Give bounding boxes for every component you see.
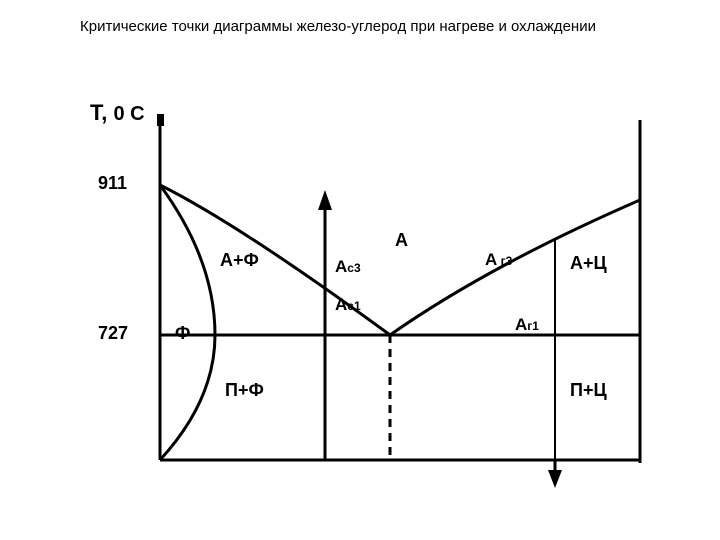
region-p-plus-f: П+Ф bbox=[225, 380, 264, 401]
region-a-plus-c: А+Ц bbox=[570, 253, 607, 274]
point-ac1: Ас1 bbox=[335, 295, 361, 315]
point-ar1: Аг1 bbox=[515, 315, 539, 335]
phase-diagram: Т, 0 С 911 727 А+Ф А А+Ц Ф П+Ф П+Ц Ас3 А… bbox=[60, 70, 660, 490]
point-ar3: А г3 bbox=[485, 250, 512, 270]
region-a-plus-f: А+Ф bbox=[220, 250, 259, 271]
tick-727: 727 bbox=[98, 323, 128, 344]
tick-911: 911 bbox=[98, 173, 127, 194]
y-label-t: Т, bbox=[90, 100, 107, 125]
region-p-plus-c: П+Ц bbox=[570, 380, 607, 401]
page-title: Критические точки диаграммы железо-углер… bbox=[80, 18, 596, 35]
region-f: Ф bbox=[175, 323, 190, 344]
y-axis-label: Т, 0 С bbox=[90, 100, 145, 126]
y-label-unit: 0 С bbox=[113, 103, 144, 125]
point-ac3: Ас3 bbox=[335, 257, 361, 277]
region-a: А bbox=[395, 230, 408, 251]
diagram-svg bbox=[60, 70, 660, 490]
